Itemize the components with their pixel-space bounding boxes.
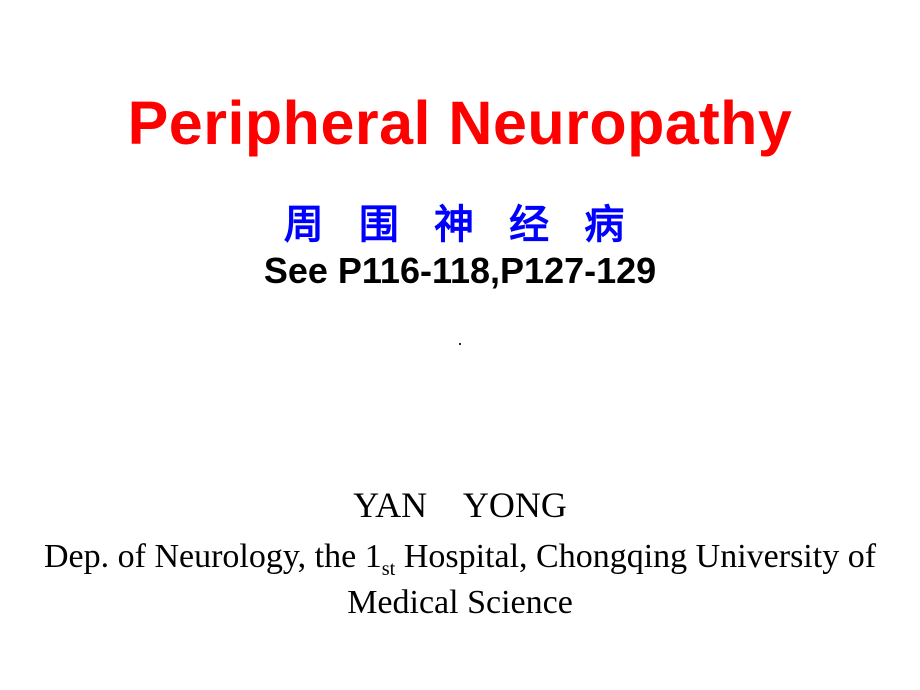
affiliation: Dep. of Neurology, the 1st Hospital, Cho…	[0, 536, 920, 625]
affiliation-post: Hospital, Chongqing University of Medica…	[347, 538, 876, 621]
bullet-dot: ·	[0, 334, 920, 355]
ordinal-suffix: st	[382, 558, 396, 580]
slide-subtitle-chinese: 周 围 神 经 病	[0, 192, 920, 250]
page-reference: See P116-118,P127-129	[0, 250, 920, 292]
affiliation-pre: Dep. of Neurology, the 1	[44, 538, 382, 575]
author-name: YAN YONG	[0, 484, 920, 526]
slide-title: Peripheral Neuropathy	[0, 88, 920, 158]
slide: Peripheral Neuropathy 周 围 神 经 病 See P116…	[0, 0, 920, 690]
